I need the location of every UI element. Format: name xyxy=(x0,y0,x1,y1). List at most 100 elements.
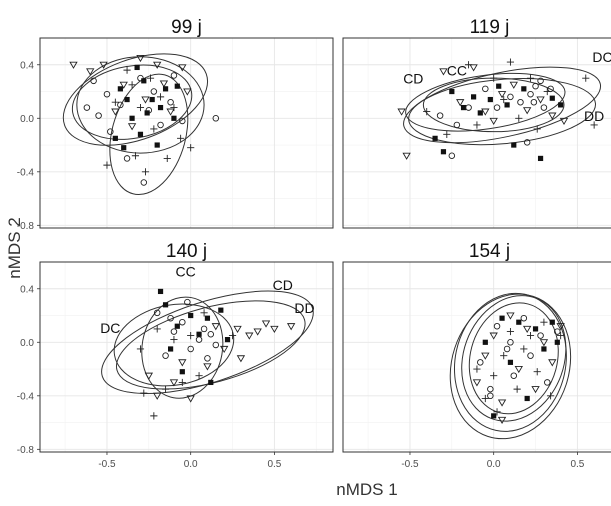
point-open-circle xyxy=(204,355,211,362)
point-filled-square xyxy=(162,302,169,308)
point-filled-square xyxy=(537,155,544,162)
point-open-circle xyxy=(170,72,178,79)
point-filled-square xyxy=(117,86,123,92)
point-filled-square xyxy=(188,312,194,319)
point-open-circle xyxy=(544,379,551,386)
point-filled-square xyxy=(154,142,160,148)
axis-labels: nMDS 1 nMDS 2 xyxy=(5,217,398,499)
point-open-circle xyxy=(184,298,191,306)
ellipse-label-dd: DD xyxy=(294,300,314,316)
point-open-triangle xyxy=(509,81,518,89)
point-open-circle xyxy=(436,112,444,119)
point-plus xyxy=(103,161,111,169)
point-filled-square xyxy=(171,115,177,121)
panel-title: 140 j xyxy=(166,241,207,262)
confidence-ellipse-4 xyxy=(468,302,559,415)
point-plus xyxy=(178,378,186,387)
point-open-triangle xyxy=(261,320,271,328)
point-open-triangle xyxy=(469,64,478,72)
point-open-triangle xyxy=(99,61,108,69)
point-open-circle xyxy=(537,332,544,339)
point-filled-square xyxy=(179,369,185,375)
point-open-triangle xyxy=(166,108,175,116)
point-filled-square xyxy=(112,135,118,141)
point-open-triangle xyxy=(522,107,532,115)
point-open-triangle xyxy=(548,359,557,367)
point-plus xyxy=(163,154,171,163)
point-filled-square xyxy=(134,64,140,71)
point-plus xyxy=(111,98,119,106)
point-open-circle xyxy=(477,359,484,366)
confidence-ellipse-2 xyxy=(76,56,205,154)
point-filled-square xyxy=(144,110,150,116)
y-axis-label: nMDS 2 xyxy=(5,217,24,278)
point-plus xyxy=(146,74,155,82)
point-open-circle xyxy=(117,101,124,109)
facet-panel-3: CC CD DC DD 140 j 0.4 0.0 -0.4 -0.8 -0.5 0.0 0.5 xyxy=(17,241,334,470)
point-filled-square xyxy=(157,104,164,111)
point-plus xyxy=(500,352,508,360)
point-plus xyxy=(493,408,501,416)
ellipse-label-cc: CC xyxy=(176,264,196,280)
point-open-circle xyxy=(537,77,544,85)
point-filled-square xyxy=(477,110,483,116)
point-plus xyxy=(128,81,136,89)
point-plus xyxy=(170,103,178,112)
point-filled-square xyxy=(440,149,447,155)
point-plus xyxy=(526,74,535,82)
point-filled-square xyxy=(491,413,497,419)
point-open-circle xyxy=(179,117,186,125)
point-filled-square xyxy=(149,96,155,103)
point-open-triangle xyxy=(481,108,490,116)
point-filled-square xyxy=(482,339,488,345)
point-plus xyxy=(515,114,523,122)
point-plus xyxy=(140,389,148,397)
point-open-triangle xyxy=(522,325,532,333)
point-plus xyxy=(170,336,178,344)
point-open-circle xyxy=(527,90,534,98)
point-plus xyxy=(423,107,431,116)
point-plus xyxy=(141,168,150,176)
point-open-circle xyxy=(200,325,208,333)
point-filled-square xyxy=(167,346,174,352)
point-open-triangle xyxy=(497,399,507,407)
point-plus xyxy=(195,372,203,380)
point-open-circle xyxy=(95,112,102,119)
point-plus xyxy=(150,125,158,133)
point-filled-square xyxy=(124,96,130,103)
point-plus xyxy=(464,61,473,69)
point-open-triangle xyxy=(236,355,246,363)
y-tick-label: -0.4 xyxy=(17,167,35,178)
point-open-triangle xyxy=(472,379,482,387)
point-open-triangle xyxy=(536,96,545,104)
point-filled-square xyxy=(549,319,555,325)
point-open-triangle xyxy=(178,359,187,367)
confidence-ellipse-3 xyxy=(405,72,566,132)
point-open-circle xyxy=(153,309,161,317)
y-tick-label: 0.4 xyxy=(20,60,34,71)
point-filled-square xyxy=(499,315,505,321)
point-open-triangle xyxy=(183,88,192,96)
point-plus xyxy=(136,103,145,112)
point-plus xyxy=(136,345,145,353)
confidence-ellipse-1 xyxy=(101,290,314,395)
point-filled-square xyxy=(129,115,135,121)
point-plus xyxy=(473,365,481,373)
point-open-circle xyxy=(162,352,169,359)
point-filled-square xyxy=(174,83,180,89)
point-filled-square xyxy=(496,83,502,89)
confidence-ellipse-2 xyxy=(115,300,306,390)
point-open-circle xyxy=(157,121,164,129)
point-open-circle xyxy=(167,98,174,106)
point-open-circle xyxy=(493,322,501,330)
point-plus xyxy=(200,309,208,317)
point-open-circle xyxy=(207,331,215,338)
point-filled-square xyxy=(204,315,211,321)
point-open-triangle xyxy=(245,332,254,340)
point-open-triangle xyxy=(456,99,465,107)
point-filled-square xyxy=(470,94,477,100)
point-open-triangle xyxy=(397,108,406,116)
point-open-triangle xyxy=(119,81,128,89)
facet-panel-4: 154 j -0.5 0.0 0.5 xyxy=(342,241,611,470)
point-plus xyxy=(481,394,489,403)
